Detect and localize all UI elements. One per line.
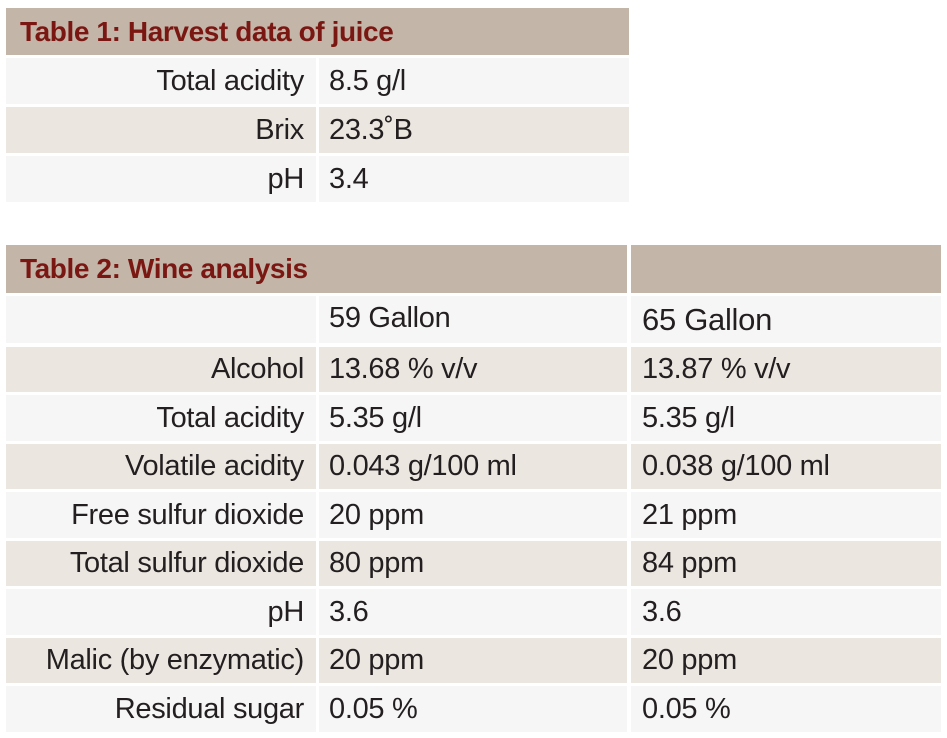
wine-row-value-65: 84 ppm	[631, 541, 941, 586]
wine-row-label: Malic (by enzymatic)	[6, 638, 316, 683]
wine-table-title-blank	[631, 245, 941, 293]
harvest-value: 8.5 g/l	[319, 58, 629, 104]
wine-row-value-59: 3.6	[319, 589, 627, 635]
wine-row-value-59: 20 ppm	[319, 638, 627, 683]
wine-row-value-59: 5.35 g/l	[319, 395, 627, 441]
wine-row-label: Residual sugar	[6, 686, 316, 732]
wine-row-value-59: 13.68 % v/v	[319, 347, 627, 392]
wine-row-label: Free sulfur dioxide	[6, 492, 316, 538]
column-header-65-gallon: 65 Gallon	[631, 296, 941, 343]
column-header-blank	[6, 296, 316, 343]
wine-row-label: Alcohol	[6, 347, 316, 392]
harvest-value: 3.4	[319, 156, 629, 202]
wine-row-value-65: 20 ppm	[631, 638, 941, 683]
harvest-table-title: Table 1: Harvest data of juice	[6, 8, 629, 55]
wine-table-title: Table 2: Wine analysis	[6, 245, 627, 293]
wine-row-label: Volatile acidity	[6, 444, 316, 489]
wine-row-value-65: 5.35 g/l	[631, 395, 941, 441]
wine-row-value-59: 80 ppm	[319, 541, 627, 586]
wine-row-label: Total sulfur dioxide	[6, 541, 316, 586]
harvest-label: Brix	[6, 107, 316, 153]
wine-row-value-65: 13.87 % v/v	[631, 347, 941, 392]
wine-row-value-65: 3.6	[631, 589, 941, 635]
wine-row-value-59: 0.05 %	[319, 686, 627, 732]
wine-row-value-65: 21 ppm	[631, 492, 941, 538]
wine-row-label: pH	[6, 589, 316, 635]
column-header-59-gallon: 59 Gallon	[319, 296, 627, 343]
wine-row-value-65: 0.038 g/100 ml	[631, 444, 941, 489]
wine-row-value-59: 0.043 g/100 ml	[319, 444, 627, 489]
harvest-value: 23.3˚B	[319, 107, 629, 153]
wine-row-value-59: 20 ppm	[319, 492, 627, 538]
wine-row-value-65: 0.05 %	[631, 686, 941, 732]
harvest-label: pH	[6, 156, 316, 202]
wine-row-label: Total acidity	[6, 395, 316, 441]
harvest-label: Total acidity	[6, 58, 316, 104]
